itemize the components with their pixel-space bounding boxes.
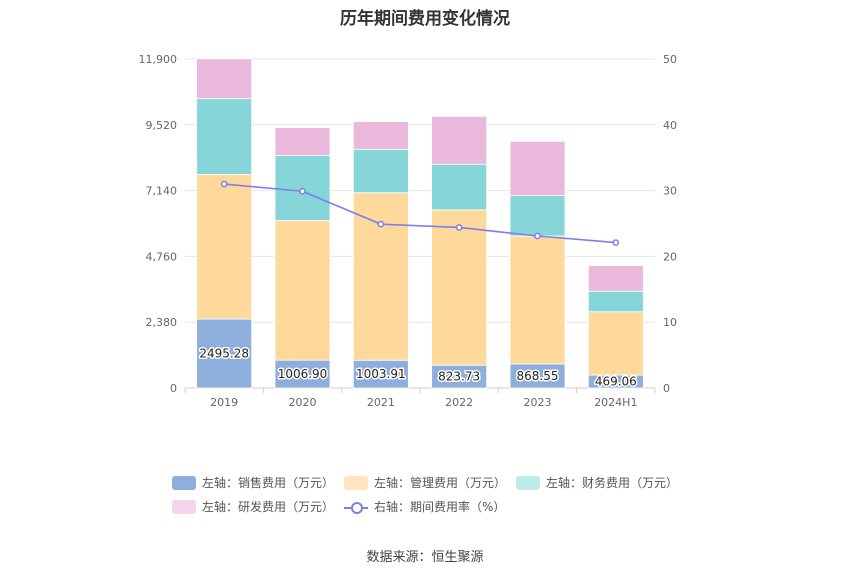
bar-rd <box>352 121 409 150</box>
y-left-tick-label: 0 <box>170 382 177 395</box>
rate-point <box>377 220 385 228</box>
legend-finance-swatch <box>516 475 540 490</box>
legend-admin-label: 左轴：管理费用（万元） <box>374 476 507 490</box>
y-left-tick-label: 9,520 <box>146 119 178 132</box>
legend-rd[interactable]: 左轴：研发费用（万元） <box>172 498 334 515</box>
bar-rd <box>431 116 488 165</box>
bar-admin <box>196 174 253 320</box>
x-tick-label: 2023 <box>524 396 552 409</box>
data-label: 1003.91 <box>356 367 406 381</box>
y-left-tick-label: 2,380 <box>146 316 178 329</box>
legend-admin[interactable]: 左轴：管理费用（万元） <box>344 474 506 491</box>
x-tick-label: 2021 <box>367 396 395 409</box>
bar-rd <box>587 265 644 292</box>
bar-sales <box>196 318 253 389</box>
rate-line <box>224 183 616 244</box>
y-right-tick-label: 0 <box>663 382 670 395</box>
data-label: 1006.90 <box>278 367 328 381</box>
bar-rd <box>274 127 331 156</box>
bar-finance <box>509 195 566 237</box>
bar-finance <box>431 163 488 211</box>
data-label: 823.73 <box>438 370 480 384</box>
y-right-tick-label: 40 <box>663 119 677 132</box>
y-right-tick-label: 30 <box>663 185 677 198</box>
bar-finance <box>196 98 253 175</box>
legend-rate-swatch <box>344 500 368 514</box>
data-label: 2495.28 <box>199 347 249 361</box>
y-right-tick-label: 20 <box>663 250 677 263</box>
y-left-tick-label: 11,900 <box>139 53 178 66</box>
x-tick-label: 2019 <box>210 396 238 409</box>
legend-rate[interactable]: 右轴：期间费用率（%） <box>344 498 505 515</box>
x-tick-label: 2020 <box>289 396 317 409</box>
y-right-tick-label: 10 <box>663 316 677 329</box>
rate-point <box>455 224 463 231</box>
x-tick-label: 2024H1 <box>594 396 637 409</box>
x-tick-label: 2022 <box>445 396 473 409</box>
rate-point <box>299 187 306 195</box>
chart-title: 历年期间费用变化情况 <box>340 9 510 29</box>
legend-admin-swatch <box>344 475 368 490</box>
legend-finance[interactable]: 左轴：财务费用（万元） <box>516 474 678 491</box>
legend-sales-swatch <box>172 475 196 490</box>
legend-finance-label: 左轴：财务费用（万元） <box>546 476 679 490</box>
data-label: 868.55 <box>517 369 559 383</box>
chart-area: 0 2,380 4,760 7,140 9,520 11,900 0 10 20 30 40 50 20… <box>139 53 678 409</box>
data-source: 数据来源：恒生聚源 <box>366 550 484 565</box>
bar-finance <box>587 290 644 313</box>
legend-rd-swatch <box>172 499 196 514</box>
rate-point <box>534 232 541 240</box>
y-right-tick-label: 50 <box>663 53 677 66</box>
bar-rd <box>509 141 566 197</box>
legend-rd-label: 左轴：研发费用（万元） <box>202 500 335 514</box>
bar-rd <box>196 58 253 100</box>
bar-admin <box>352 192 409 361</box>
bar-admin <box>431 209 488 366</box>
bar-admin <box>509 235 566 365</box>
legend-rate-label: 右轴：期间费用率（%） <box>374 500 506 514</box>
legend-sales[interactable]: 左轴：销售费用（万元） <box>172 474 334 491</box>
bar-admin <box>274 220 331 361</box>
bar-sales <box>352 359 409 389</box>
rate-point <box>612 239 620 246</box>
y-left-tick-label: 7,140 <box>146 185 178 198</box>
bar-finance <box>352 148 409 194</box>
y-left-tick-label: 4,760 <box>146 250 178 263</box>
rate-point <box>220 180 228 188</box>
data-label: 469.06 <box>595 375 637 389</box>
legend-sales-label: 左轴：销售费用（万元） <box>202 476 335 490</box>
bar-admin <box>587 311 644 376</box>
